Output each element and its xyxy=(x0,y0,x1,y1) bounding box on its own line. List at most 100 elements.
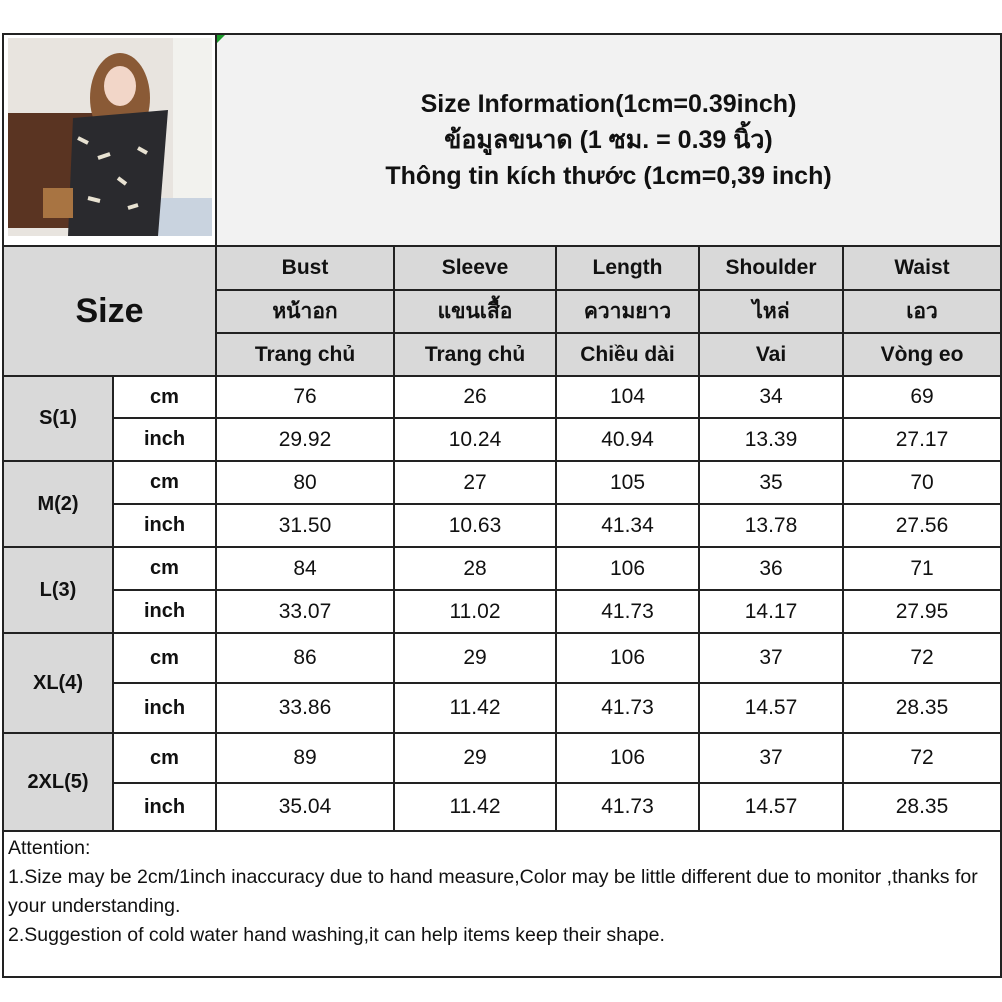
measurement-cell: 69 xyxy=(841,375,1002,419)
column-header-vi: Trang chủ xyxy=(215,332,395,377)
table-row: inch 29.92 10.24 40.94 13.39 27.17 xyxy=(3,417,1002,462)
table-row: S(1) cm 76 26 104 34 69 xyxy=(2,375,1002,462)
measurement-cell: 41.73 xyxy=(555,589,700,634)
measurement-cell: 27.95 xyxy=(841,589,1002,634)
unit-label: inch xyxy=(112,782,217,832)
unit-label: inch xyxy=(112,417,217,462)
size-label: S(1) xyxy=(2,375,114,462)
column-header-en: Shoulder xyxy=(698,245,844,291)
column-header-vi: Trang chủ xyxy=(393,332,557,377)
measurement-cell: 29.92 xyxy=(215,417,395,462)
measurement-cell: 27.17 xyxy=(841,417,1002,462)
title-th: ข้อมูลขนาด (1 ซม. = 0.39 นิ้ว) xyxy=(444,126,773,154)
measurement-cell: 36 xyxy=(698,546,844,591)
column-header-vi: Vai xyxy=(698,332,844,377)
attention-heading: Attention: xyxy=(8,837,91,859)
table-row: inch 33.07 11.02 41.73 14.17 27.95 xyxy=(3,589,1002,634)
column-header-en: Bust xyxy=(215,245,395,291)
measurement-cell: 11.42 xyxy=(393,782,557,832)
unit-label: cm xyxy=(112,375,217,419)
measurement-cell: 14.57 xyxy=(698,782,844,832)
column-header-en: Waist xyxy=(841,245,1002,291)
measurement-cell: 10.24 xyxy=(393,417,557,462)
size-label: XL(4) xyxy=(2,632,114,734)
table-row: L(3) cm 84 28 106 36 71 xyxy=(2,546,1002,634)
measurement-cell: 14.17 xyxy=(698,589,844,634)
measurement-cell: 37 xyxy=(698,732,844,784)
measurement-cell: 84 xyxy=(215,546,395,591)
column-header-vi: Chiều dài xyxy=(555,332,700,377)
measurement-cell: 106 xyxy=(555,546,700,591)
attention-notes: Attention: 1.Size may be 2cm/1inch inacc… xyxy=(1,830,1002,978)
title-en: Size Information(1cm=0.39inch) xyxy=(420,90,797,118)
title-vi: Thông tin kích thước (1cm=0,39 inch) xyxy=(385,162,832,190)
table-row: M(2) cm 80 27 105 35 70 xyxy=(2,460,1002,548)
measurement-cell: 11.42 xyxy=(393,682,557,734)
measurement-cell: 35 xyxy=(698,460,844,505)
size-label: L(3) xyxy=(2,546,114,634)
unit-label: cm xyxy=(112,732,217,784)
measurement-cell: 34 xyxy=(698,375,844,419)
measurement-cell: 28.35 xyxy=(841,782,1002,832)
measurement-cell: 106 xyxy=(555,732,700,784)
measurement-cell: 80 xyxy=(215,460,395,505)
measurement-cell: 28.35 xyxy=(841,682,1002,734)
column-header-vi: Vòng eo xyxy=(841,332,1002,377)
measurement-cell: 41.34 xyxy=(555,503,700,548)
measurement-cell: 89 xyxy=(215,732,395,784)
measurement-cell: 28 xyxy=(393,546,557,591)
size-label: 2XL(5) xyxy=(2,732,114,832)
unit-label: inch xyxy=(112,682,217,734)
column-header-th: แขนเสื้อ xyxy=(393,289,557,334)
measurement-cell: 35.04 xyxy=(215,782,395,832)
table-row: 2XL(5) cm 89 29 106 37 72 xyxy=(2,732,1002,832)
measurement-cell: 71 xyxy=(841,546,1002,591)
unit-label: cm xyxy=(112,632,217,684)
measurement-cell: 33.07 xyxy=(215,589,395,634)
table-row: inch 31.50 10.63 41.34 13.78 27.56 xyxy=(3,503,1002,548)
table-row: XL(4) cm 86 29 106 37 72 xyxy=(2,632,1002,734)
size-label: M(2) xyxy=(2,460,114,548)
measurement-cell: 33.86 xyxy=(215,682,395,734)
table-row: inch 35.04 11.42 41.73 14.57 28.35 xyxy=(3,782,1002,832)
measurement-cell: 29 xyxy=(393,632,557,684)
measurement-cell: 26 xyxy=(393,375,557,419)
measurement-cell: 29 xyxy=(393,732,557,784)
column-header-en: Length xyxy=(555,245,700,291)
size-info-title: Size Information(1cm=0.39inch) ข้อมูลขนา… xyxy=(214,33,1002,247)
column-header-th: ความยาว xyxy=(555,289,700,334)
measurement-cell: 72 xyxy=(841,632,1002,684)
measurement-cell: 105 xyxy=(555,460,700,505)
unit-label: cm xyxy=(112,460,217,505)
product-photo xyxy=(2,33,217,247)
measurement-cell: 31.50 xyxy=(215,503,395,548)
unit-label: inch xyxy=(112,589,217,634)
column-header-en: Sleeve xyxy=(393,245,557,291)
measurement-cell: 40.94 xyxy=(555,417,700,462)
column-header-th: ไหล่ xyxy=(698,289,844,334)
column-header-th: หน้าอก xyxy=(215,289,395,334)
table-row: inch 33.86 11.42 41.73 14.57 28.35 xyxy=(3,682,1002,734)
measurement-cell: 13.78 xyxy=(698,503,844,548)
unit-label: cm xyxy=(112,546,217,591)
measurement-cell: 41.73 xyxy=(555,682,700,734)
measurement-cell: 37 xyxy=(698,632,844,684)
size-header: Size xyxy=(2,245,217,377)
measurement-cell: 13.39 xyxy=(698,417,844,462)
measurement-cell: 76 xyxy=(215,375,395,419)
measurement-cell: 27 xyxy=(393,460,557,505)
attention-note-1: 1.Size may be 2cm/1inch inaccuracy due t… xyxy=(8,866,978,917)
measurement-cell: 104 xyxy=(555,375,700,419)
unit-label: inch xyxy=(112,503,217,548)
measurement-cell: 10.63 xyxy=(393,503,557,548)
measurement-cell: 70 xyxy=(841,460,1002,505)
measurement-cell: 106 xyxy=(555,632,700,684)
measurement-cell: 27.56 xyxy=(841,503,1002,548)
measurement-cell: 72 xyxy=(841,732,1002,784)
measurement-cell: 14.57 xyxy=(698,682,844,734)
size-chart-table: Size Information(1cm=0.39inch) ข้อมูลขนา… xyxy=(1,33,1002,978)
model-photo-image xyxy=(7,38,212,236)
column-header-th: เอว xyxy=(841,289,1002,334)
measurement-cell: 86 xyxy=(215,632,395,684)
attention-note-2: 2.Suggestion of cold water hand washing,… xyxy=(8,924,665,946)
